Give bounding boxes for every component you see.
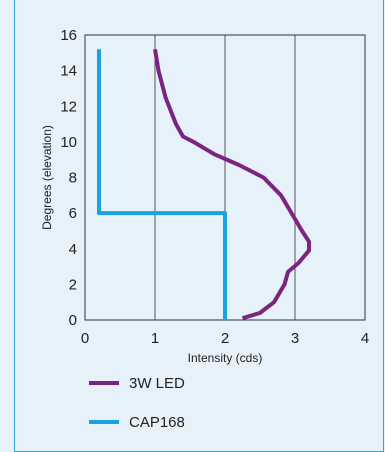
x-tick-label: 3 xyxy=(291,330,299,347)
y-tick-label: 2 xyxy=(69,276,77,293)
y-tick-label: 12 xyxy=(60,98,77,115)
series-lines xyxy=(97,48,311,321)
y-tick-label: 4 xyxy=(69,241,77,258)
legend-label-3w-led: 3W LED xyxy=(129,375,185,392)
x-axis-title: Intensity (cds) xyxy=(188,351,263,365)
x-tick-label: 0 xyxy=(81,330,89,347)
y-axis-title: Degrees (elevation) xyxy=(40,125,54,230)
x-tick-label: 2 xyxy=(221,330,229,347)
x-tick-labels: 0 1 2 3 4 xyxy=(81,330,369,347)
y-tick-label: 0 xyxy=(69,312,77,329)
y-tick-label: 14 xyxy=(60,63,77,80)
legend-label-cap168: CAP168 xyxy=(129,414,185,431)
series-line-cap168 xyxy=(97,49,227,320)
legend: 3W LED CAP168 xyxy=(89,375,185,431)
y-tick-labels: 0 2 4 6 8 10 12 14 16 xyxy=(60,27,77,329)
y-tick-label: 16 xyxy=(60,27,77,44)
x-tick-label: 4 xyxy=(361,330,369,347)
x-tick-label: 1 xyxy=(151,330,159,347)
y-tick-label: 10 xyxy=(60,134,77,151)
y-tick-label: 6 xyxy=(69,205,77,222)
y-tick-label: 8 xyxy=(69,170,77,187)
series-line-3w-led xyxy=(153,48,311,321)
chart-panel xyxy=(14,0,384,452)
